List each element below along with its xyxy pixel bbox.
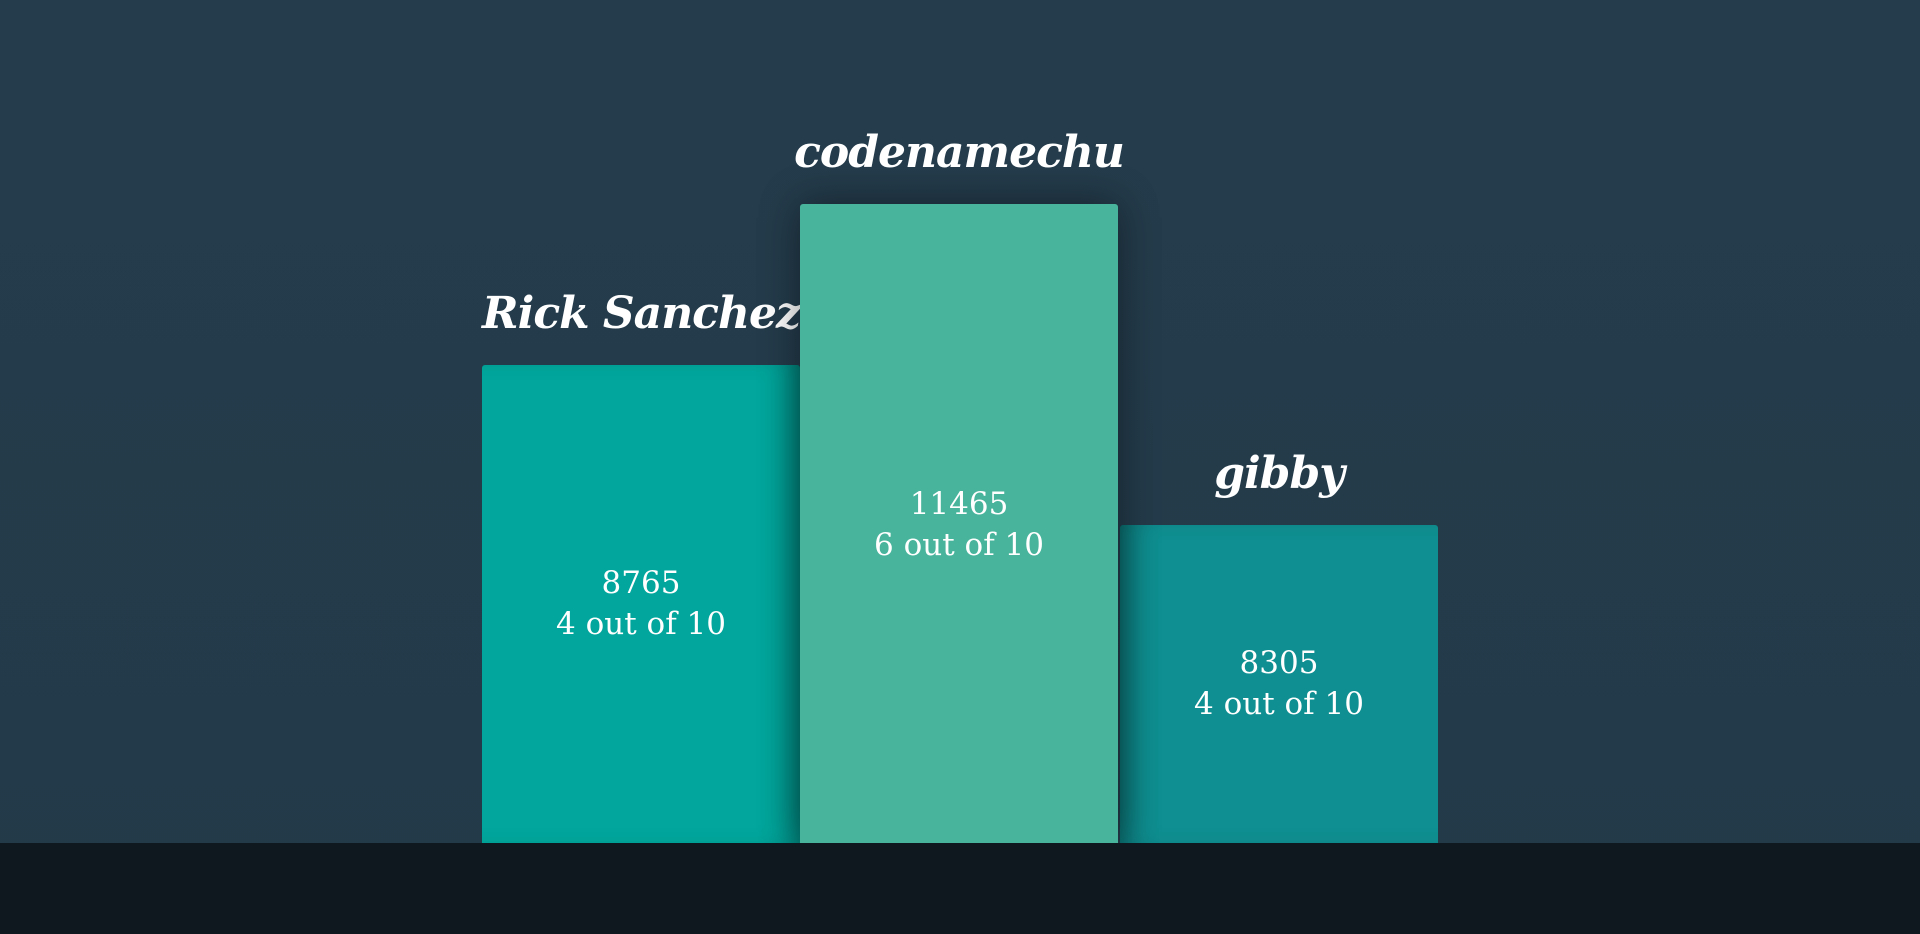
player-score-first: 11465 <box>909 486 1009 522</box>
player-rating-first: 6 out of 10 <box>874 527 1044 563</box>
player-rating-third: 4 out of 10 <box>1194 686 1364 722</box>
player-stats-first: 11465 6 out of 10 <box>800 484 1118 566</box>
podium-block-second: Rick Sanchez 8765 4 out of 10 <box>482 288 801 843</box>
podium-block-first: codenamechu 11465 6 out of 10 <box>794 127 1125 843</box>
player-stats-second: 8765 4 out of 10 <box>482 563 800 645</box>
player-name-third: gibby <box>1214 448 1345 499</box>
player-name-second: Rick Sanchez <box>482 288 801 339</box>
player-score-third: 8305 <box>1239 645 1319 681</box>
podium-block-third: gibby 8305 4 out of 10 <box>1120 448 1438 843</box>
player-score-second: 8765 <box>601 565 681 601</box>
player-rating-second: 4 out of 10 <box>556 606 726 642</box>
player-stats-third: 8305 4 out of 10 <box>1120 643 1438 725</box>
player-name-first: codenamechu <box>794 127 1125 178</box>
podium-floor <box>0 843 1920 934</box>
